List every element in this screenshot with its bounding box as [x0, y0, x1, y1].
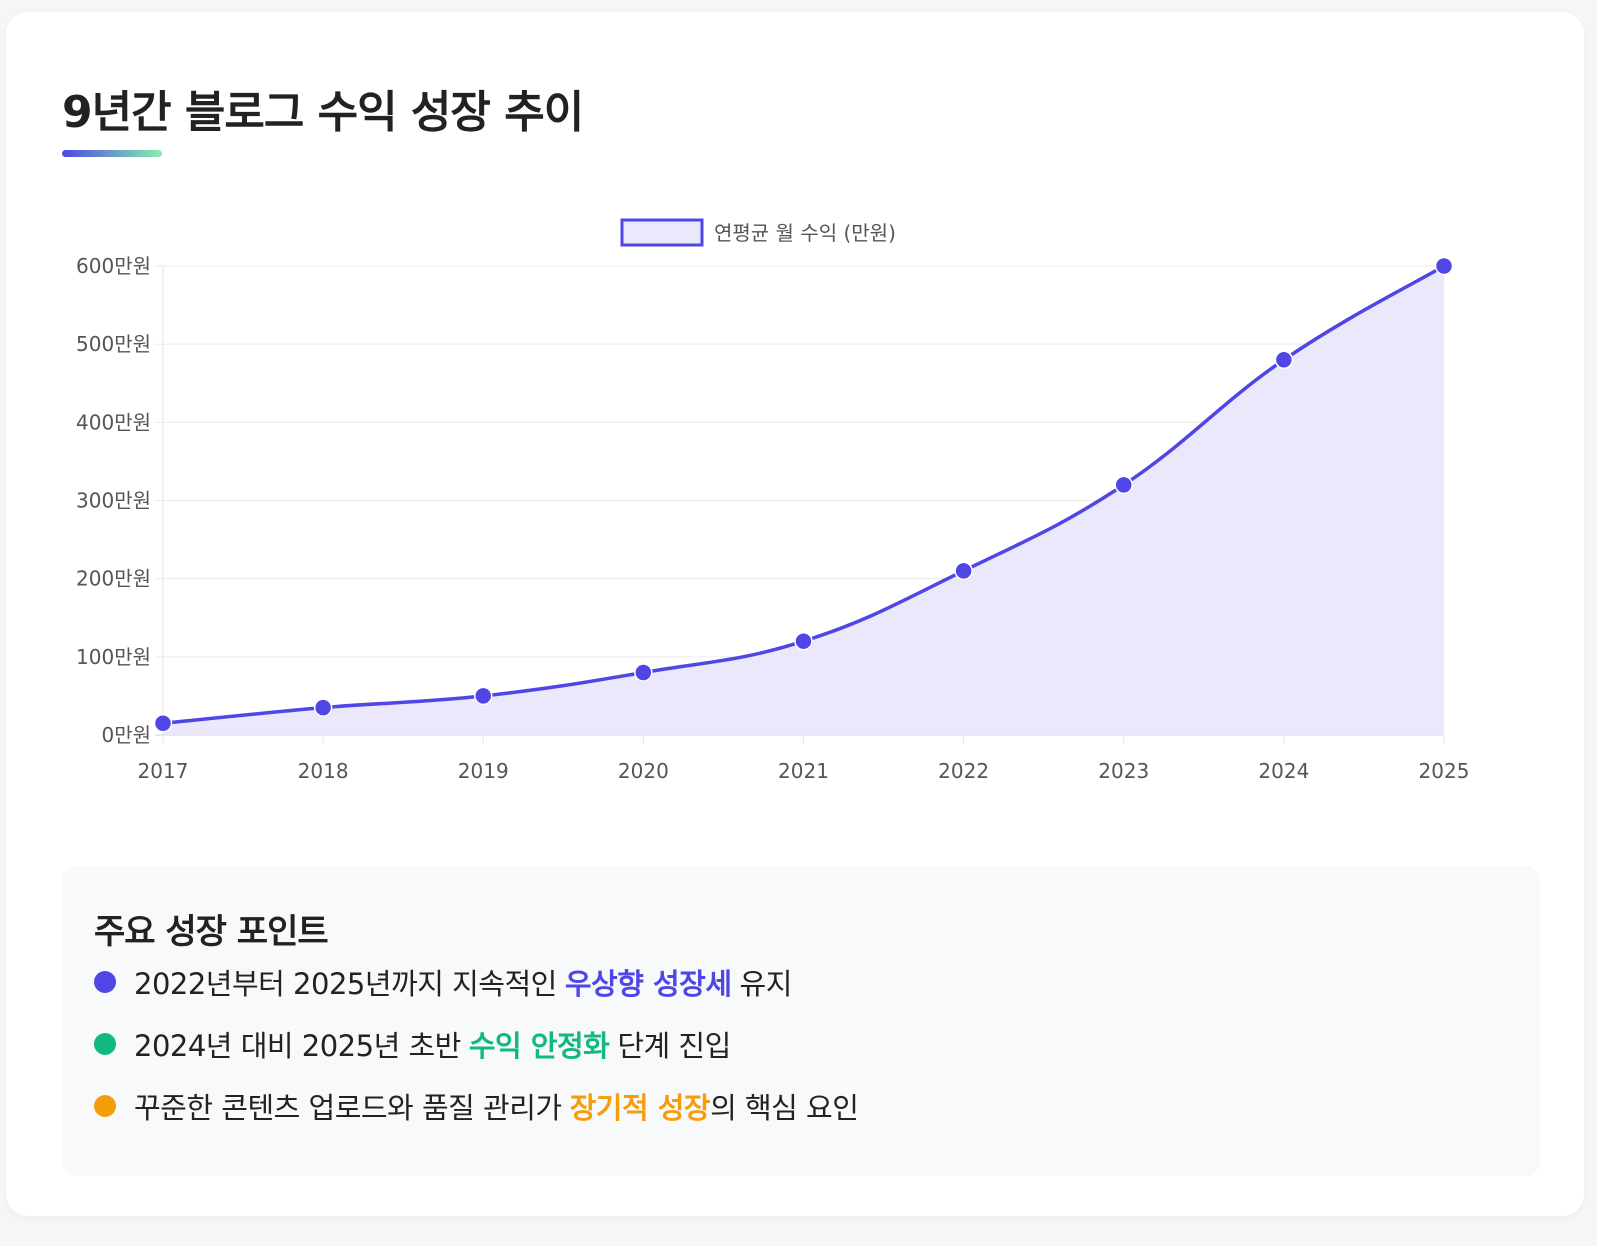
area-fill — [163, 266, 1444, 735]
legend-swatch — [620, 218, 704, 247]
y-tick-label: 600만원 — [76, 254, 151, 278]
y-tick-label: 0만원 — [101, 723, 151, 747]
y-axis-ticks: 0만원 100만원 200만원 300만원 400만원 500만원 600만원 — [76, 254, 151, 747]
growth-point-item: 2024년 대비 2025년 초반 수익 안정화 단계 진입 — [94, 1024, 731, 1064]
bullet-dot-icon — [94, 1095, 116, 1117]
x-tick-label: 2022 — [938, 759, 989, 783]
data-point — [954, 561, 973, 581]
growth-point-item: 꾸준한 콘텐츠 업로드와 품질 관리가 장기적 성장 의 핵심 요인 — [94, 1086, 859, 1126]
panel-title: 주요 성장 포인트 — [94, 912, 329, 952]
growth-points-panel: 주요 성장 포인트 2022년부터 2025년까지 지속적인 우상향 성장세 유… — [62, 866, 1540, 1176]
legend-label: 연평균 월 수익 (만원) — [714, 221, 896, 245]
point-text: 2024년 대비 2025년 초반 — [134, 1029, 461, 1063]
x-tick-label: 2017 — [138, 759, 189, 783]
growth-point-item: 2022년부터 2025년까지 지속적인 우상향 성장세 유지 — [94, 962, 792, 1002]
x-tick-label: 2020 — [618, 759, 669, 783]
y-tick-label: 100만원 — [76, 645, 151, 669]
title-underline — [62, 150, 162, 157]
chart-area — [163, 266, 1444, 735]
bullet-dot-icon — [94, 971, 116, 993]
x-tick-label: 2023 — [1098, 759, 1149, 783]
x-tick-label: 2018 — [298, 759, 349, 783]
chart-legend[interactable]: 연평균 월 수익 (만원) — [620, 218, 896, 247]
data-point — [313, 698, 333, 717]
y-tick-label: 500만원 — [76, 332, 151, 356]
point-text-end: 단계 진입 — [617, 1029, 731, 1063]
point-highlight: 장기적 성장 — [569, 1091, 711, 1125]
x-tick-label: 2021 — [778, 759, 829, 783]
page-title: 9년간 블로그 수익 성장 추이 — [62, 87, 584, 138]
point-highlight: 우상향 성장세 — [564, 967, 732, 1001]
data-point — [794, 631, 813, 651]
point-text: 꾸준한 콘텐츠 업로드와 품질 관리가 — [134, 1091, 562, 1125]
data-point — [1434, 256, 1454, 276]
y-tick-label: 200만원 — [76, 567, 151, 591]
chart-points — [153, 256, 1454, 733]
y-tick-label: 300만원 — [76, 489, 151, 513]
point-highlight: 수익 안정화 — [468, 1029, 610, 1063]
data-point — [634, 663, 653, 682]
point-text-end: 의 핵심 요인 — [710, 1091, 859, 1125]
data-point — [153, 714, 173, 733]
point-text-end: 유지 — [739, 967, 793, 1001]
data-point — [1274, 350, 1294, 370]
x-tick-label: 2025 — [1419, 759, 1470, 783]
point-text: 2022년부터 2025년까지 지속적인 — [134, 967, 557, 1001]
bullet-dot-icon — [94, 1033, 116, 1055]
data-point — [474, 686, 493, 706]
x-tick-label: 2019 — [458, 759, 509, 783]
series-line — [162, 264, 1445, 726]
chart-line — [162, 264, 1445, 726]
main-card: 9년간 블로그 수익 성장 추이 0만원 100만원 200만원 300만원 400만원… — [6, 12, 1584, 1216]
x-axis-ticks: 2017 2018 2019 2020 2021 2022 2023 2024 2025 — [138, 759, 1470, 783]
x-tick-label: 2024 — [1258, 759, 1309, 783]
data-point — [1114, 475, 1133, 495]
y-tick-label: 400만원 — [76, 410, 151, 434]
